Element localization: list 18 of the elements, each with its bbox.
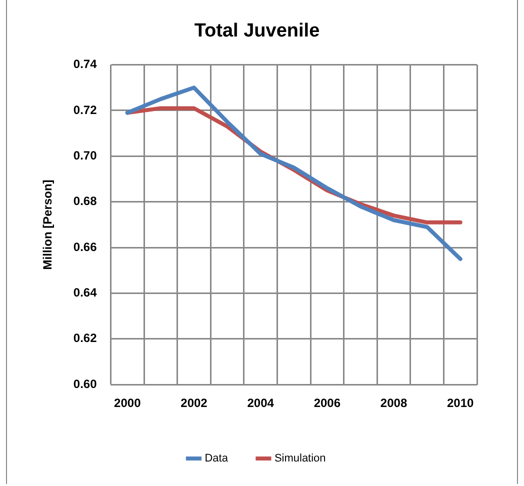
chart-title: Total Juvenile <box>194 20 320 42</box>
x-tick-label: 2006 <box>314 396 341 410</box>
y-tick-label: 0.68 <box>73 194 98 208</box>
x-tick-label: 2002 <box>180 396 208 410</box>
y-axis-title: Million [Person] <box>40 180 55 270</box>
x-tick-label: 2004 <box>247 396 274 410</box>
y-tick-label: 0.74 <box>73 57 98 72</box>
x-tick-label: 2010 <box>447 396 474 410</box>
y-tick-label: 0.72 <box>73 102 98 117</box>
y-tick-label: 0.64 <box>73 286 98 300</box>
y-tick-label: 0.66 <box>73 240 98 254</box>
x-tick-label: 2008 <box>380 396 408 410</box>
y-tick-label: 0.62 <box>73 331 98 346</box>
y-tick-label: 0.60 <box>73 376 98 391</box>
legend-label: Data <box>204 452 229 465</box>
x-tick-label: 2000 <box>114 396 142 410</box>
legend-label: Simulation <box>274 452 326 465</box>
y-tick-label: 0.70 <box>73 148 98 162</box>
